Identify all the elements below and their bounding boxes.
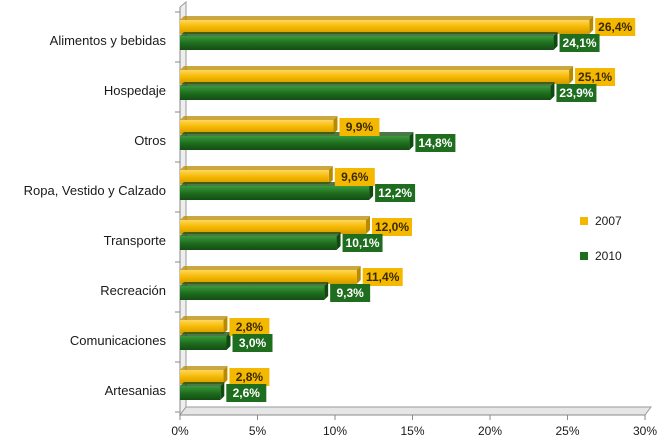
bar-2010 — [180, 386, 220, 400]
bar-2010 — [180, 86, 550, 100]
x-tick-label: 20% — [478, 424, 502, 438]
category-label: Otros — [134, 133, 166, 148]
bar-2010 — [180, 336, 227, 350]
bar-top-2007 — [180, 216, 370, 220]
category-label: Alimentos y bebidas — [50, 33, 167, 48]
x-tick-label: 15% — [400, 424, 424, 438]
axis-floor — [180, 407, 651, 415]
bar-2007 — [180, 220, 366, 234]
bar-2010 — [180, 186, 369, 200]
x-tick-label: 0% — [171, 424, 189, 438]
legend-swatch-2007 — [580, 217, 588, 225]
bar-top-2007 — [180, 366, 227, 370]
bar-2010 — [180, 286, 324, 300]
bar-2007 — [180, 170, 329, 184]
data-label-2007: 2,8% — [236, 320, 264, 334]
category-label: Comunicaciones — [70, 333, 167, 348]
bar-top-2007 — [180, 66, 573, 70]
data-label-2010: 3,0% — [239, 336, 267, 350]
data-label-2007: 11,4% — [366, 270, 400, 284]
category-label: Recreación — [100, 283, 166, 298]
bar-top-2007 — [180, 116, 337, 120]
data-label-2007: 2,8% — [236, 370, 264, 384]
category-label: Ropa, Vestido y Calzado — [24, 183, 166, 198]
category-label: Transporte — [104, 233, 166, 248]
legend-swatch-2010 — [580, 252, 588, 260]
data-label-2010: 14,8% — [418, 136, 452, 150]
bar-top-2007 — [180, 266, 361, 270]
x-tick-label: 25% — [555, 424, 579, 438]
bar-top-2007 — [180, 16, 593, 20]
bar-top-2007 — [180, 166, 333, 170]
bar-2010 — [180, 36, 554, 50]
bar-2007 — [180, 120, 333, 134]
x-tick-label: 5% — [249, 424, 267, 438]
bar-top-2010 — [180, 282, 328, 286]
category-label: Artesanias — [105, 383, 167, 398]
axis-wall — [180, 2, 186, 415]
data-label-2010: 10,1% — [346, 236, 380, 250]
data-label-2007: 9,9% — [346, 120, 374, 134]
x-tick-label: 30% — [633, 424, 657, 438]
x-tick-label: 10% — [323, 424, 347, 438]
bar-2010 — [180, 236, 337, 250]
bar-2007 — [180, 320, 223, 334]
bar-2007 — [180, 20, 589, 34]
bar-2010 — [180, 136, 409, 150]
data-label-2007: 12,0% — [375, 220, 409, 234]
bar-top-2010 — [180, 82, 554, 86]
legend-label-2010: 2010 — [595, 249, 622, 263]
legend-label-2007: 2007 — [595, 214, 622, 228]
bar-top-2010 — [180, 32, 558, 36]
data-label-2010: 12,2% — [378, 186, 412, 200]
legend: 2007 2010 — [580, 214, 622, 263]
bar-2007 — [180, 70, 569, 84]
data-label-2007: 26,4% — [598, 20, 632, 34]
bar-top-2010 — [180, 232, 341, 236]
bar-top-2007 — [180, 316, 227, 320]
bar-2007 — [180, 370, 223, 384]
data-label-2007: 9,6% — [341, 170, 369, 184]
data-label-2010: 24,1% — [563, 36, 597, 50]
category-label: Hospedaje — [104, 83, 166, 98]
data-label-2010: 9,3% — [336, 286, 364, 300]
data-label-2010: 2,6% — [233, 386, 261, 400]
data-label-2007: 25,1% — [578, 70, 612, 84]
bar-top-2010 — [180, 332, 231, 336]
bar-top-2010 — [180, 382, 224, 386]
data-label-2010: 23,9% — [559, 86, 593, 100]
bar-2007 — [180, 270, 357, 284]
